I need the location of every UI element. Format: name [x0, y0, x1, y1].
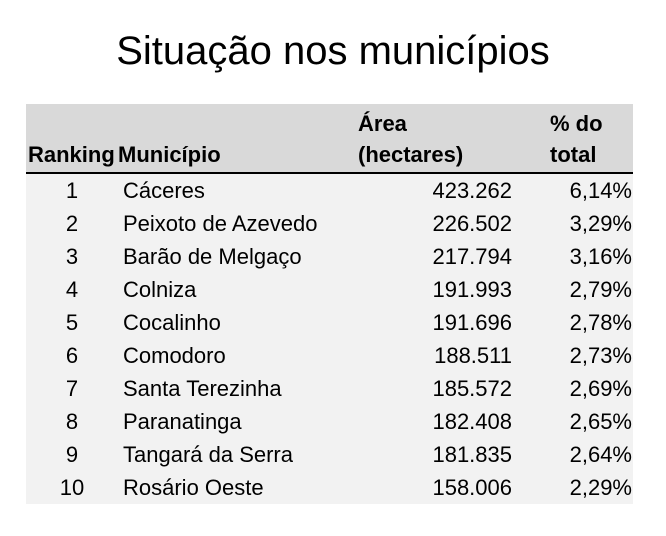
table-row: 5 Cocalinho 191.696 2,78%	[26, 306, 633, 339]
percent-cell: 6,14%	[524, 173, 633, 207]
percent-cell: 3,16%	[524, 240, 633, 273]
percent-cell: 2,79%	[524, 273, 633, 306]
rank-cell: 9	[26, 438, 118, 471]
municipio-cell: Santa Terezinha	[118, 372, 356, 405]
header-area-label-line1: Área	[358, 111, 407, 136]
area-cell: 423.262	[356, 173, 524, 207]
area-cell: 191.696	[356, 306, 524, 339]
area-cell: 158.006	[356, 471, 524, 504]
area-cell: 182.408	[356, 405, 524, 438]
area-cell: 185.572	[356, 372, 524, 405]
percent-cell: 3,29%	[524, 207, 633, 240]
table-row: 4 Colniza 191.993 2,79%	[26, 273, 633, 306]
percent-cell: 2,78%	[524, 306, 633, 339]
municipality-ranking-table: Ranking Município Área (hectares) % do t…	[26, 104, 633, 504]
table-body: 1 Cáceres 423.262 6,14% 2 Peixoto de Azevedo 2…	[26, 173, 633, 504]
page-title: Situação nos municípios	[116, 29, 550, 73]
rank-cell: 4	[26, 273, 118, 306]
header-row: Ranking Município Área (hectares) % do t…	[26, 104, 633, 174]
percent-cell: 2,69%	[524, 372, 633, 405]
rank-cell: 6	[26, 339, 118, 372]
table-row: 6 Comodoro 188.511 2,73%	[26, 339, 633, 372]
table-row: 1 Cáceres 423.262 6,14%	[26, 173, 633, 207]
rank-cell: 8	[26, 405, 118, 438]
header-percent-label-line2: total	[550, 142, 597, 167]
municipio-cell: Peixoto de Azevedo	[118, 207, 356, 240]
area-cell: 181.835	[356, 438, 524, 471]
rank-cell: 10	[26, 471, 118, 504]
rank-cell: 3	[26, 240, 118, 273]
municipio-cell: Tangará da Serra	[118, 438, 356, 471]
header-percent-label-line1: % do	[550, 111, 603, 136]
header-municipio-label: Município	[118, 142, 221, 167]
municipio-cell: Colniza	[118, 273, 356, 306]
header-municipio: Município	[118, 104, 356, 174]
table-row: 8 Paranatinga 182.408 2,65%	[26, 405, 633, 438]
area-cell: 217.794	[356, 240, 524, 273]
header-area: Área (hectares)	[356, 104, 524, 174]
rank-cell: 7	[26, 372, 118, 405]
percent-cell: 2,29%	[524, 471, 633, 504]
municipio-cell: Comodoro	[118, 339, 356, 372]
table-row: 3 Barão de Melgaço 217.794 3,16%	[26, 240, 633, 273]
rank-cell: 5	[26, 306, 118, 339]
municipio-cell: Cocalinho	[118, 306, 356, 339]
percent-cell: 2,64%	[524, 438, 633, 471]
header-area-label-line2: (hectares)	[358, 142, 464, 167]
table-row: 9 Tangará da Serra 181.835 2,64%	[26, 438, 633, 471]
header-percent: % do total	[524, 104, 633, 174]
municipio-cell: Cáceres	[118, 173, 356, 207]
table-header: Ranking Município Área (hectares) % do t…	[26, 104, 633, 174]
header-ranking-label: Ranking	[28, 142, 115, 167]
area-cell: 226.502	[356, 207, 524, 240]
rank-cell: 1	[26, 173, 118, 207]
municipio-cell: Rosário Oeste	[118, 471, 356, 504]
percent-cell: 2,65%	[524, 405, 633, 438]
table-row: 10 Rosário Oeste 158.006 2,29%	[26, 471, 633, 504]
table-row: 7 Santa Terezinha 185.572 2,69%	[26, 372, 633, 405]
municipio-cell: Barão de Melgaço	[118, 240, 356, 273]
header-ranking: Ranking	[26, 104, 118, 174]
percent-cell: 2,73%	[524, 339, 633, 372]
rank-cell: 2	[26, 207, 118, 240]
area-cell: 191.993	[356, 273, 524, 306]
area-cell: 188.511	[356, 339, 524, 372]
table-row: 2 Peixoto de Azevedo 226.502 3,29%	[26, 207, 633, 240]
municipio-cell: Paranatinga	[118, 405, 356, 438]
